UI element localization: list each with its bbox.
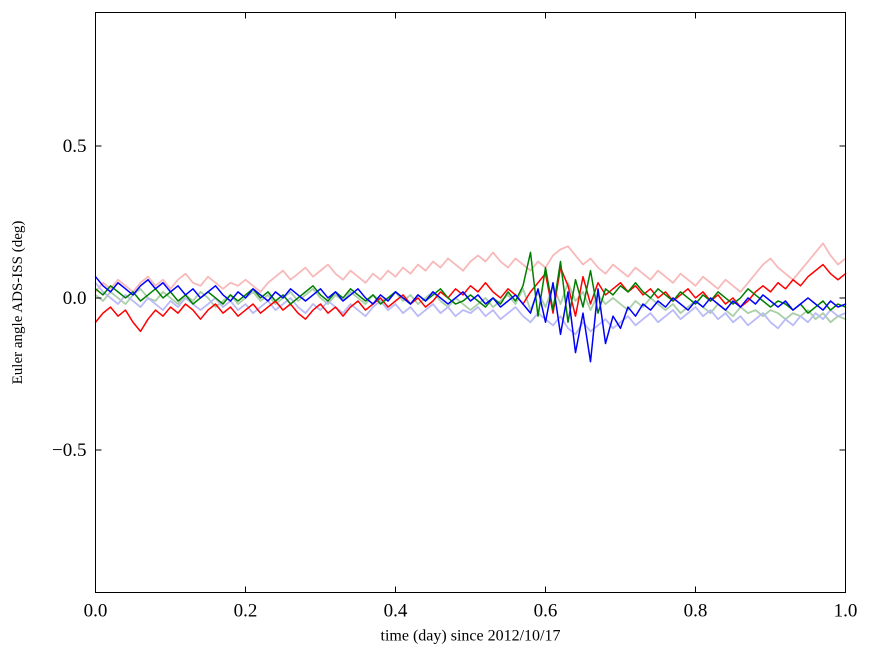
x-tick-label: 0.8 [684, 601, 708, 622]
x-tick-label: 0.0 [84, 601, 108, 622]
x-tick-label: 0.6 [534, 601, 558, 622]
x-axis-label: time (day) since 2012/10/17 [381, 628, 561, 645]
series-line-red [94, 263, 847, 333]
x-tick-label: 0.2 [234, 601, 258, 622]
series-line-green [94, 251, 847, 323]
series-line-light-red [94, 242, 847, 293]
series-line-blue [94, 275, 847, 363]
y-tick-label: 0.5 [63, 136, 87, 157]
x-tick-label: 1.0 [834, 601, 858, 622]
axes-frame [95, 12, 846, 593]
x-tick-label: 0.4 [384, 601, 408, 622]
y-tick-label: −0.5 [52, 440, 86, 461]
y-axis-label: Euler angle ADS-ISS (deg) [10, 221, 26, 385]
y-tick-label: 0.0 [63, 288, 87, 309]
series-line-light-blue [94, 281, 847, 336]
